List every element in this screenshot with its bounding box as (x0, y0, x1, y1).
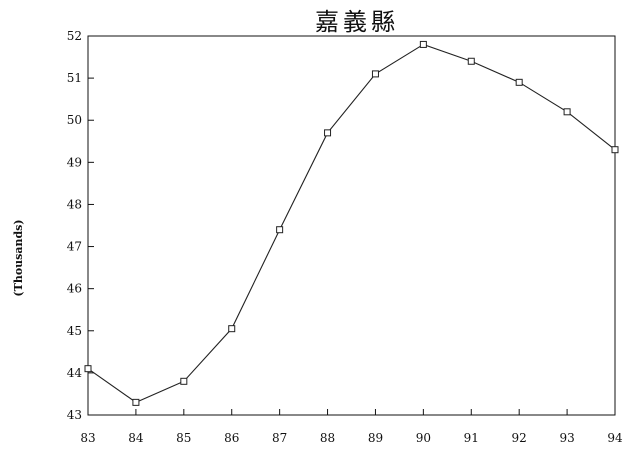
y-tick-label: 46 (67, 282, 82, 296)
y-tick-label: 49 (67, 155, 82, 169)
data-point-marker (132, 398, 140, 406)
y-axis-label: (Thousands) (12, 219, 25, 296)
data-point-marker (467, 57, 475, 65)
data-point-marker (324, 129, 332, 137)
y-axis: 43 44 45 46 47 48 49 50 51 52 (67, 29, 94, 422)
data-point-marker (228, 325, 236, 333)
data-point-marker (84, 365, 92, 373)
x-tick-label: 87 (272, 431, 287, 445)
data-point-marker (563, 108, 571, 116)
x-tick-label: 94 (607, 431, 623, 445)
x-axis: 83 84 85 86 87 88 89 90 91 92 93 94 (80, 409, 623, 445)
x-tick-label: 91 (464, 431, 479, 445)
x-tick-label: 90 (416, 431, 431, 445)
x-tick-label: 86 (224, 431, 239, 445)
x-tick-label: 85 (176, 431, 191, 445)
x-tick-label: 88 (320, 431, 335, 445)
series-line (87, 43, 616, 403)
x-tick-label: 84 (128, 431, 144, 445)
series-layer (84, 40, 619, 406)
chart-title: 嘉義縣 (315, 8, 399, 36)
data-point-marker (180, 377, 188, 385)
data-point-marker (419, 40, 427, 48)
y-tick-label: 52 (67, 29, 82, 43)
y-tick-label: 50 (67, 113, 82, 127)
y-tick-label: 48 (67, 197, 82, 211)
x-tick-label: 89 (368, 431, 383, 445)
y-tick-label: 51 (67, 71, 82, 85)
plot-area-frame (87, 35, 616, 416)
y-tick-label: 44 (67, 366, 83, 380)
y-tick-label: 43 (67, 408, 82, 422)
x-tick-label: 93 (559, 431, 574, 445)
data-point-marker (611, 146, 619, 154)
y-tick-label: 47 (67, 240, 82, 254)
x-tick-label: 92 (512, 431, 527, 445)
x-tick-label: 83 (80, 431, 95, 445)
data-point-marker (371, 70, 379, 78)
data-point-marker (515, 78, 523, 86)
data-point-marker (276, 226, 284, 234)
y-tick-label: 45 (67, 324, 82, 338)
